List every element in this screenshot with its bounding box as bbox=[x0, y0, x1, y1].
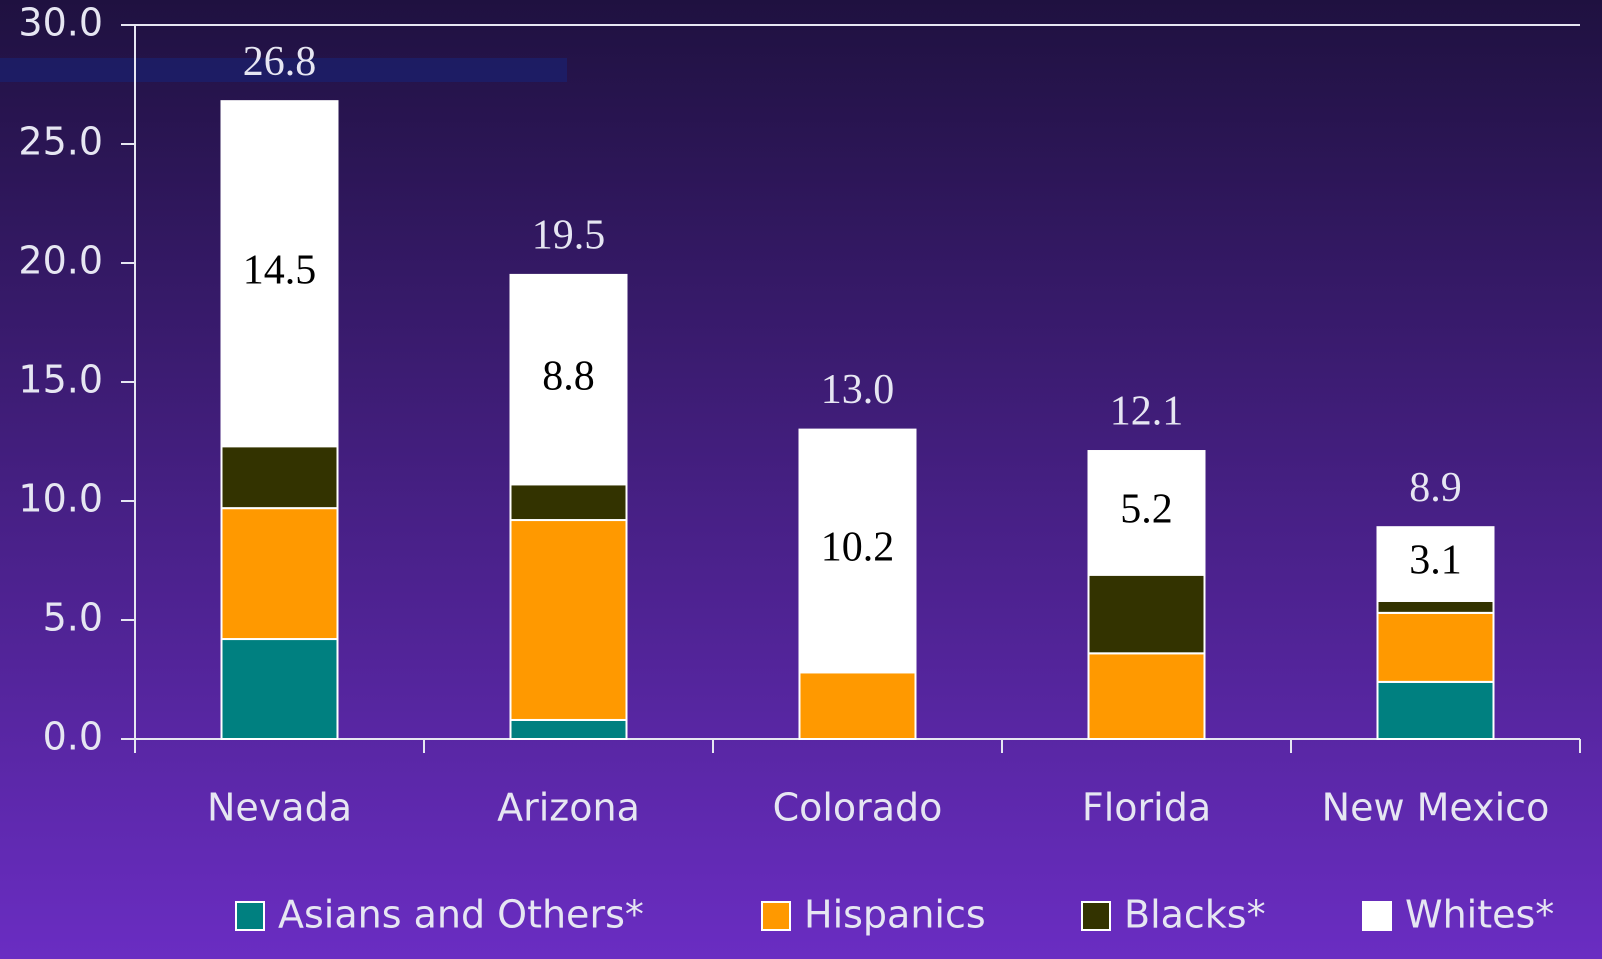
x-tick-label: Nevada bbox=[207, 786, 352, 830]
total-label: 26.8 bbox=[243, 39, 317, 85]
bar-segment bbox=[1087, 652, 1206, 741]
bar-segment bbox=[509, 519, 628, 721]
legend-label: Hispanics bbox=[804, 893, 986, 937]
y-tick-label: 10.0 bbox=[18, 477, 103, 521]
bar-segment bbox=[220, 638, 339, 740]
y-tick-label: 30.0 bbox=[18, 1, 103, 45]
bar-segment bbox=[509, 483, 628, 522]
y-tick-label: 15.0 bbox=[18, 358, 103, 402]
bar-segment bbox=[1376, 526, 1495, 602]
segment-label: 3.1 bbox=[1409, 538, 1462, 584]
x-tick-label: Colorado bbox=[773, 786, 943, 830]
legend-swatch bbox=[761, 901, 791, 931]
x-tick-label: New Mexico bbox=[1322, 786, 1550, 830]
bar-segment bbox=[509, 273, 628, 486]
legend-label: Whites* bbox=[1405, 893, 1554, 937]
decor-strip bbox=[0, 58, 567, 82]
x-tick-label: Arizona bbox=[497, 786, 640, 830]
legend-swatch bbox=[1081, 901, 1111, 931]
bar-segment bbox=[509, 718, 628, 741]
segment-label: 14.5 bbox=[243, 247, 317, 293]
bar-segment bbox=[798, 671, 917, 740]
bar-segment bbox=[1087, 573, 1206, 655]
bar-segment bbox=[798, 428, 917, 674]
total-label: 13.0 bbox=[821, 367, 895, 413]
bar-segment bbox=[220, 100, 339, 448]
total-label: 12.1 bbox=[1110, 389, 1184, 435]
total-label: 19.5 bbox=[532, 213, 606, 259]
legend-label: Blacks* bbox=[1124, 893, 1266, 937]
y-tick-label: 25.0 bbox=[18, 120, 103, 164]
segment-label: 10.2 bbox=[821, 525, 895, 571]
bar-segment bbox=[1376, 611, 1495, 683]
bar-segment bbox=[1376, 599, 1495, 614]
y-tick-label: 20.0 bbox=[18, 239, 103, 283]
x-tick-label: Florida bbox=[1082, 786, 1211, 830]
bar-segment bbox=[1087, 450, 1206, 576]
y-tick-label: 5.0 bbox=[43, 596, 103, 640]
legend-label: Asians and Others* bbox=[278, 893, 644, 937]
legend-swatch bbox=[235, 901, 265, 931]
legend-swatch bbox=[1362, 901, 1392, 931]
segment-label: 8.8 bbox=[542, 353, 595, 399]
bar-segment bbox=[220, 507, 339, 641]
y-tick-label: 0.0 bbox=[43, 715, 103, 759]
segment-label: 5.2 bbox=[1120, 487, 1173, 533]
total-label: 8.9 bbox=[1409, 465, 1462, 511]
bar-segment bbox=[220, 445, 339, 510]
bar-segment bbox=[1376, 680, 1495, 741]
